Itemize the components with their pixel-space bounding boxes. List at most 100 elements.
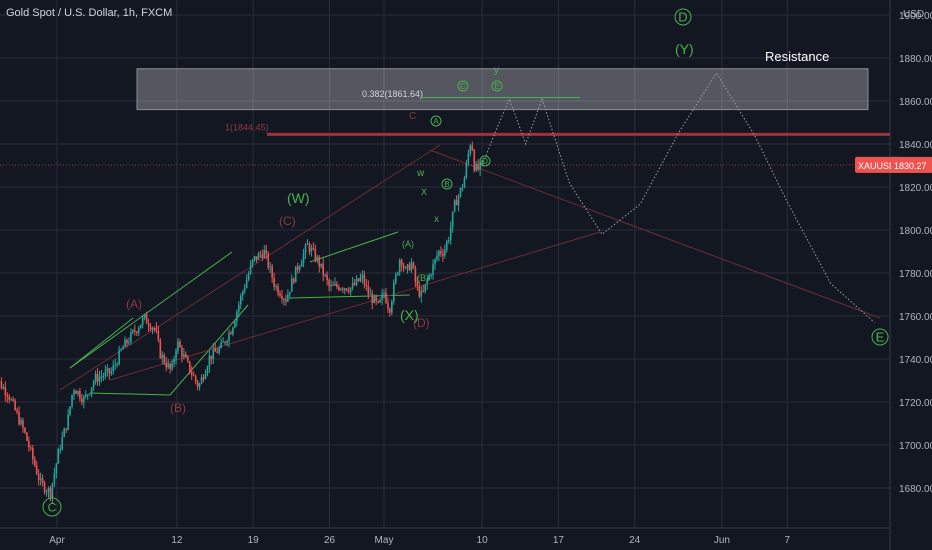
candle-body xyxy=(41,478,44,483)
wave-label: (X) xyxy=(400,307,419,323)
wave-circle-label: B xyxy=(444,180,449,189)
candle-body xyxy=(363,274,366,285)
candle-body xyxy=(194,375,197,382)
resistance-label: Resistance xyxy=(765,49,829,64)
candle-body xyxy=(369,293,372,295)
candle-body xyxy=(442,253,444,256)
candle-body xyxy=(455,200,458,206)
candle-body xyxy=(208,355,211,368)
candle-body xyxy=(214,348,217,352)
candle-body xyxy=(420,290,423,297)
candle-body xyxy=(2,387,5,389)
candle-body xyxy=(253,256,256,260)
candle-body xyxy=(459,187,462,196)
candle-body xyxy=(381,294,383,300)
candle-body xyxy=(473,150,476,171)
candle-body xyxy=(294,266,297,283)
candle-body xyxy=(20,420,22,425)
candle-body xyxy=(292,278,295,283)
candle-body xyxy=(206,367,209,374)
candle-body xyxy=(400,259,403,266)
x-tick-label: 10 xyxy=(477,535,489,546)
wave-label: y xyxy=(494,65,499,76)
candle-body xyxy=(479,161,481,170)
candle-body xyxy=(287,294,289,302)
candle-body xyxy=(396,272,399,275)
candle-body xyxy=(116,364,118,366)
candle-body xyxy=(98,376,101,382)
wave-circle xyxy=(441,178,453,190)
y-tick-label: 1820.00 xyxy=(899,183,932,194)
candle-body xyxy=(355,278,358,285)
candle-body xyxy=(145,314,148,324)
candle-body xyxy=(447,239,450,242)
candle-body xyxy=(130,332,132,343)
candle-body xyxy=(147,323,150,327)
candle-body xyxy=(232,327,234,335)
wave-circle-label: A xyxy=(433,117,439,126)
candle-body xyxy=(451,211,454,228)
wave-circle-label: E xyxy=(494,82,499,91)
wave-label: (B) xyxy=(417,273,429,283)
candle-body xyxy=(26,432,28,441)
candle-body xyxy=(379,299,381,303)
candle-body xyxy=(422,290,425,292)
price-tag-symbol: XAUUSD xyxy=(858,161,896,171)
candle-body xyxy=(475,163,478,171)
candle-body xyxy=(398,259,401,273)
candle-body xyxy=(328,280,330,287)
candle-body xyxy=(300,262,303,267)
candle-body xyxy=(179,341,181,348)
wave-circle-label: D xyxy=(482,157,488,166)
candle-body xyxy=(224,341,226,343)
candle-body xyxy=(377,301,379,303)
candle-body xyxy=(357,278,360,282)
candle-body xyxy=(245,279,248,288)
candle-body xyxy=(408,264,411,271)
candle-body xyxy=(418,286,421,297)
wave-circle-label: E xyxy=(876,330,885,345)
trend-line xyxy=(309,231,399,263)
candle-body xyxy=(359,277,362,282)
candle-body xyxy=(86,394,89,396)
candle-body xyxy=(330,285,332,287)
candle-body xyxy=(343,288,346,290)
candle-body xyxy=(155,328,158,331)
candle-body xyxy=(216,351,219,353)
candle-body xyxy=(151,327,154,330)
chart-title: Gold Spot / U.S. Dollar, 1h, FXCM xyxy=(6,7,173,19)
candle-body xyxy=(202,377,205,380)
candle-body xyxy=(453,200,456,212)
candle-body xyxy=(141,317,144,325)
candle-body xyxy=(320,263,323,267)
candle-body xyxy=(257,253,260,260)
candle-body xyxy=(104,371,107,376)
candle-body xyxy=(102,375,105,377)
candle-body xyxy=(349,287,352,292)
candle-body xyxy=(192,374,195,376)
candle-body xyxy=(373,296,375,304)
candle-body xyxy=(383,292,385,295)
candle-body xyxy=(134,330,136,332)
candle-body xyxy=(84,394,87,397)
candle-body xyxy=(444,249,446,256)
candle-body xyxy=(316,256,319,261)
candle-body xyxy=(393,282,395,302)
candle-body xyxy=(33,458,36,466)
candle-body xyxy=(332,285,334,287)
y-tick-label: 1860.00 xyxy=(899,97,932,108)
candle-body xyxy=(81,398,83,403)
x-tick-label: 19 xyxy=(248,535,260,546)
candle-body xyxy=(79,391,81,399)
candle-body xyxy=(167,363,169,368)
candle-body xyxy=(108,368,111,374)
fib-label: 0.382(1861.64) xyxy=(362,89,423,99)
candle-body xyxy=(137,328,140,333)
trend-line xyxy=(69,251,233,369)
trend-line xyxy=(69,317,134,369)
candle-body xyxy=(471,145,474,151)
candle-body xyxy=(465,163,468,178)
wave-circle xyxy=(457,80,469,92)
candle-body xyxy=(457,195,460,206)
